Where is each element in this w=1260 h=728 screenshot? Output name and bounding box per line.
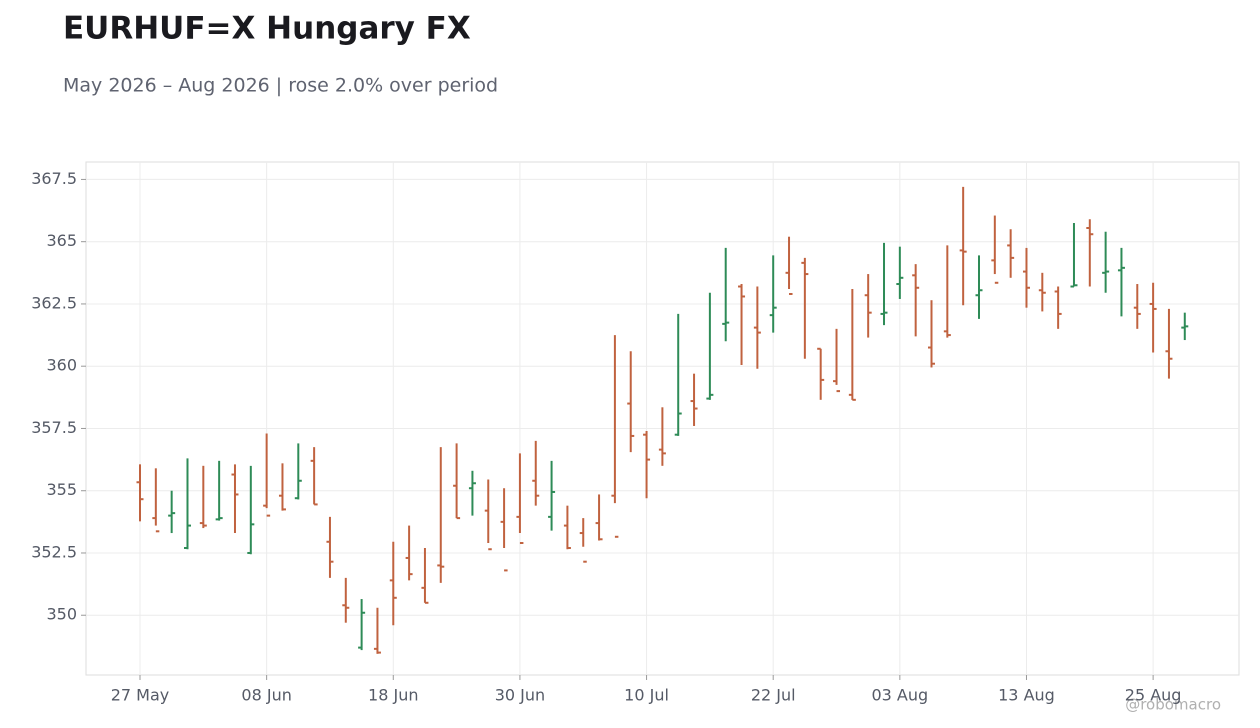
y-tick-label: 365 [46,231,77,250]
x-tick-label: 22 Jul [751,686,796,705]
x-tick-label: 13 Aug [998,686,1055,705]
y-tick-label: 360 [46,356,77,375]
x-tick-label: 08 Jun [241,686,291,705]
x-tick-label: 03 Aug [871,686,928,705]
y-tick-label: 355 [46,480,77,499]
y-tick-label: 362.5 [31,293,77,312]
y-tick-label: 367.5 [31,169,77,188]
y-tick-label: 357.5 [31,418,77,437]
x-tick-label: 10 Jul [624,686,669,705]
y-tick-label: 350 [46,605,77,624]
watermark: @robomacro [1125,696,1221,714]
x-tick-label: 30 Jun [495,686,545,705]
x-tick-label: 18 Jun [368,686,418,705]
x-tick-label: 25 Aug [1125,686,1182,705]
chart-title: EURHUF=X Hungary FX [63,11,471,47]
y-tick-label: 352.5 [31,542,77,561]
x-tick-label: 27 May [111,686,170,705]
chart-subtitle: May 2026 – Aug 2026 | rose 2.0% over per… [63,75,498,97]
plot-frame [85,161,1240,676]
